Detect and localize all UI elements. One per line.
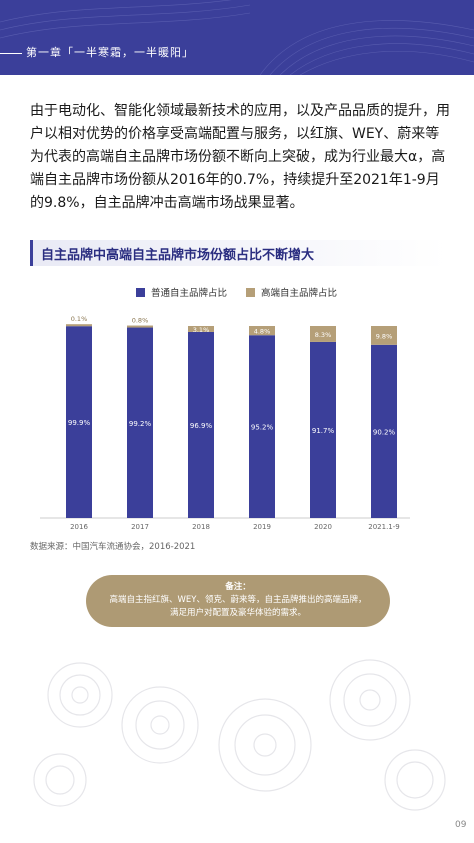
bar-premium-2019 [249,326,275,336]
chart-legend: 普通自主品牌占比 高端自主品牌占比 [0,285,474,299]
x-tick-label-2018: 2018 [192,523,210,531]
x-tick-label-2020: 2020 [314,523,332,531]
page-number: 09 [455,820,467,830]
bar-premium-2018 [188,326,214,332]
legend-swatch-regular [136,287,145,297]
value-label-regular-2019: 95.2% [251,424,274,432]
value-label-premium-2016: 0.1% [71,315,88,323]
chapter-text: 第一章「一半寒霜，一半暖阳」 [26,46,194,59]
body-paragraph: 由于电动化、智能化领域最新技术的应用，以及产品品质的提升，用户以相对优势的价格享… [30,103,450,211]
bar-premium-2016 [66,324,92,327]
bar-regular-2021.1-9 [371,344,397,518]
stacked-bar-chart: 99.9% 0.1% 2016 99.2% 0.8% 2017 96.9% 3.1% 2018 9… [40,315,410,531]
value-label-premium-2018: 3.1% [193,326,210,334]
chapter-rule [0,52,22,54]
legend-label-premium: 高端自主品牌占比 [261,288,338,299]
legend-item-regular: 普通自主品牌占比 [136,285,227,299]
bar-regular-2020 [310,341,336,518]
value-label-regular-2018: 96.9% [190,422,213,430]
bar-regular-2016 [66,326,92,518]
bar-regular-2019 [249,335,275,518]
bar-regular-2018 [188,331,214,518]
chart-title-bar: 自主品牌中高端自主品牌市场份额占比不断增大 [30,240,447,266]
note-box: 备注： 高端自主指红旗、WEY、领克、蔚来等，自主品牌推出的高端品牌， 满足用户… [86,575,390,627]
data-source: 数据来源：中国汽车流通协会，2016-2021 [30,542,196,552]
bar-premium-2020 [310,326,336,342]
note-title: 备注： [225,582,251,592]
value-label-regular-2021.1-9: 90.2% [373,428,396,436]
legend-item-premium: 高端自主品牌占比 [246,285,337,299]
value-label-premium-2020: 8.3% [315,331,332,339]
bar-premium-2017 [127,325,153,328]
x-tick-label-2019: 2019 [253,523,271,531]
note-line-1: 高端自主指红旗、WEY、领克、蔚来等，自主品牌推出的高端品牌， [109,595,367,605]
value-label-premium-2021.1-9: 9.8% [376,332,393,340]
header-decoration [0,0,474,75]
value-label-regular-2017: 99.2% [129,420,152,428]
page-header: 第一章「一半寒霜，一半暖阳」 [0,0,474,75]
gear-decoration [33,659,446,811]
legend-swatch-premium [246,287,255,297]
bar-regular-2017 [127,327,153,518]
x-tick-label-2021.1-9: 2021.1-9 [368,523,399,531]
note-line-2: 满足用户对配置及豪华体验的需求。 [169,608,306,618]
value-label-regular-2020: 91.7% [312,427,335,435]
chart-title: 自主品牌中高端自主品牌市场份额占比不断增大 [41,248,315,263]
x-tick-label-2017: 2017 [131,523,149,531]
chapter-label: 第一章「一半寒霜，一半暖阳」 [0,44,194,60]
bar-premium-2021.1-9 [371,326,397,345]
value-label-premium-2019: 4.8% [254,328,271,336]
x-tick-label-2016: 2016 [70,523,88,531]
value-label-regular-2016: 99.9% [68,419,91,427]
legend-label-regular: 普通自主品牌占比 [151,288,228,299]
value-label-premium-2017: 0.8% [132,317,149,325]
